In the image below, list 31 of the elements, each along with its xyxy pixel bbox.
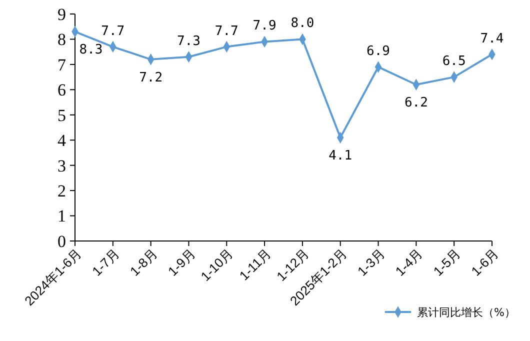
data-label: 7.4 [480, 31, 504, 46]
data-label: 6.5 [442, 54, 466, 70]
y-tick-label: 4 [58, 131, 66, 150]
y-tick-label: 2 [58, 182, 66, 201]
legend-label: 累计同比增长（%） [417, 306, 516, 319]
data-label: 7.7 [214, 24, 238, 39]
y-tick-label: 9 [58, 4, 66, 24]
data-label: 8.0 [290, 16, 314, 32]
y-tick-label: 8 [58, 30, 66, 50]
data-label: 8.3 [79, 42, 103, 58]
x-tick-label: 1-9月 [164, 246, 198, 279]
y-tick-label: 1 [58, 206, 66, 226]
data-label: 4.1 [328, 148, 352, 164]
x-tick-label: 1-5月 [430, 246, 464, 279]
data-label: 7.3 [176, 34, 200, 49]
y-tick-label: 3 [58, 156, 66, 176]
y-tick-label: 0 [58, 232, 66, 251]
data-label: 7.9 [252, 18, 276, 34]
x-tick-label: 1-8月 [127, 246, 160, 279]
y-tick-label: 6 [58, 80, 66, 100]
data-label: 7.2 [139, 70, 163, 86]
x-tick-label: 1-11月 [236, 246, 274, 284]
x-tick-label: 1-3月 [354, 246, 388, 279]
y-tick-label: 7 [58, 55, 66, 74]
y-tick-label: 5 [58, 106, 66, 125]
data-label: 6.9 [366, 44, 390, 59]
x-tick-label: 1-7月 [89, 246, 122, 279]
x-tick-label: 1-6月 [468, 246, 502, 279]
data-label: 7.7 [101, 24, 125, 39]
data-label: 6.2 [404, 96, 428, 111]
x-tick-label: 1-4月 [392, 246, 426, 279]
